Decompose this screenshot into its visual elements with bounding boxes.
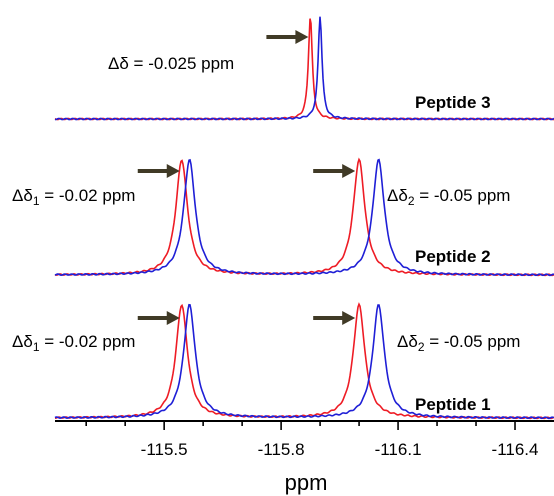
x-axis-title: ppm [285,470,328,495]
peptide1-label: Peptide 1 [415,395,491,414]
spectrum-3-blue-line [54,303,554,420]
x-tick-label: -115.5 [141,440,188,459]
spectra-group [54,16,554,420]
shift-arrow-head [166,311,180,325]
shift-arrow-head [166,164,180,178]
peptide2-label: Peptide 2 [415,247,491,266]
x-tick-label: -116.1 [375,440,422,459]
x-tick-label: -116.4 [492,440,539,459]
spectrum-1-blue-line [54,16,554,121]
peptide3-label: Peptide 3 [415,93,491,112]
x-axis-tick-labels: -115.5 -115.8 -116.1 -116.4 [141,440,539,459]
spectrum-2-blue-line [54,158,554,277]
shift-arrow-head [295,30,309,44]
peptide3-shift-annotation: Δδ = -0.025 ppm [108,54,234,73]
peptide1-shift2-annotation: Δδ2 = -0.05 ppm [397,332,520,354]
x-tick-label: -115.8 [258,440,305,459]
peptide2-shift2-annotation: Δδ2 = -0.05 ppm [387,186,510,208]
shift-arrow-head [342,164,356,178]
peptide1-shift1-annotation: Δδ1 = -0.02 ppm [12,332,135,354]
arrows-group [137,30,356,325]
peptide2-shift1-annotation: Δδ1 = -0.02 ppm [12,186,135,208]
shift-arrow-head [342,311,356,325]
x-axis-ticks [85,421,516,430]
